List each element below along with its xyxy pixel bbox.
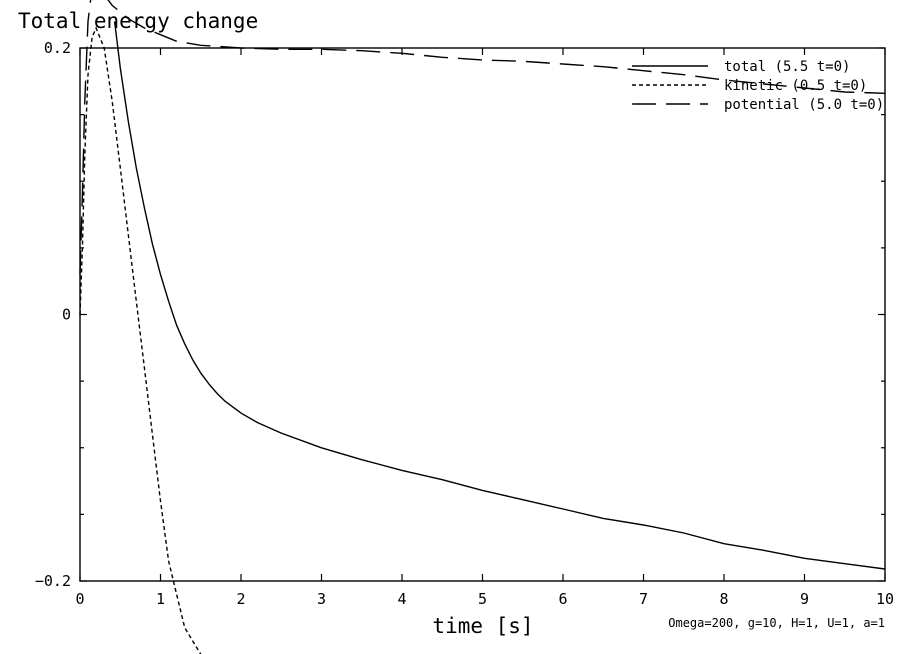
x-tick-label: 7	[639, 590, 648, 608]
x-tick-label: 4	[397, 590, 406, 608]
series-line-dotted	[79, 26, 202, 654]
legend-label: total (5.5 t=0)	[724, 59, 850, 75]
legend-label: potential (5.0 t=0)	[724, 97, 884, 113]
x-tick-label: 8	[719, 590, 728, 608]
x-tick-label: 6	[558, 590, 567, 608]
x-axis-label: time [s]	[432, 614, 533, 638]
x-tick-label: 9	[800, 590, 809, 608]
chart-title: Total energy change	[18, 9, 258, 33]
y-tick-label: 0	[62, 306, 71, 324]
legend-label: kinetic (0.5 t=0)	[724, 78, 867, 94]
legend: total (5.5 t=0) kinetic (0.5 t=0) potentia…	[632, 59, 884, 113]
axis-ticks	[79, 47, 886, 582]
x-tick-label: 10	[876, 590, 894, 608]
series-line-solid	[113, 21, 885, 570]
y-tick-label: 0.2	[44, 39, 71, 57]
y-tick-label: −0.2	[35, 572, 71, 590]
x-tick-label: 2	[236, 590, 245, 608]
y-tick-labels: −0.2 0 0.2	[35, 39, 71, 590]
x-tick-label: 1	[156, 590, 165, 608]
plot-frame	[79, 47, 886, 582]
x-tick-label: 0	[75, 590, 84, 608]
x-tick-label: 5	[478, 590, 487, 608]
parameter-annotation: Omega=200, g=10, H=1, U=1, a=1	[668, 616, 885, 630]
x-tick-labels: 0 1 2 3 4 5 6 7 8 9 10	[75, 590, 894, 608]
x-tick-label: 3	[317, 590, 326, 608]
series-line-dashed	[79, 0, 885, 275]
series-lines	[79, 0, 885, 654]
